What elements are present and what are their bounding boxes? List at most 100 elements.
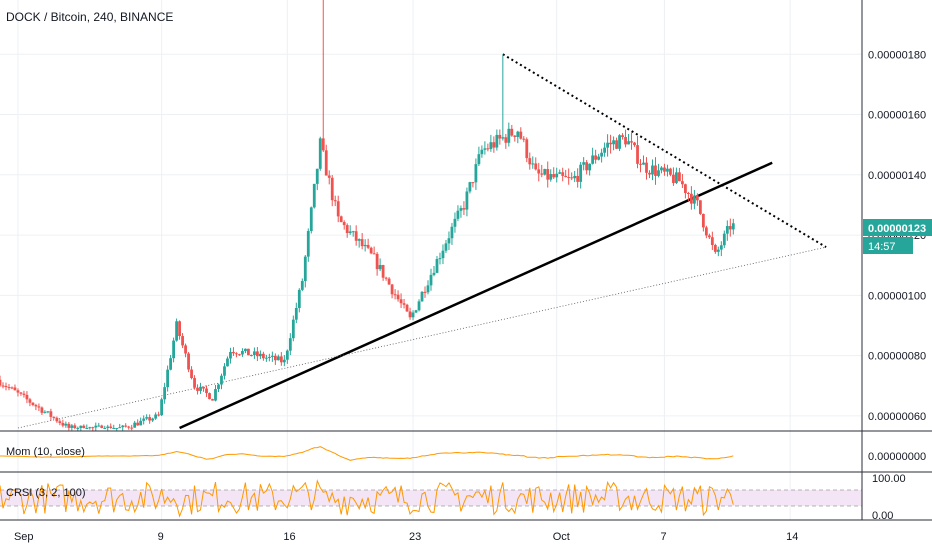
candle [193, 375, 196, 390]
candle [546, 161, 550, 188]
candle [267, 353, 271, 362]
candle [88, 426, 92, 430]
candle [698, 200, 702, 215]
candle [630, 132, 633, 150]
candle [148, 414, 152, 424]
candle [67, 422, 71, 431]
candle [615, 137, 618, 150]
candle [722, 230, 726, 248]
candle [339, 215, 343, 223]
candle [713, 243, 717, 254]
candle [731, 218, 735, 235]
trendline-solid[interactable] [179, 161, 773, 430]
candle [555, 167, 559, 183]
candle [719, 241, 723, 257]
candle [37, 403, 41, 411]
candle [55, 416, 59, 423]
crsi-label[interactable]: CRSI (3, 2, 100) [6, 487, 85, 499]
candle [121, 424, 125, 431]
candle [43, 410, 47, 414]
time-tick-label: Oct [553, 531, 570, 543]
candle [636, 136, 639, 169]
candle [495, 129, 499, 151]
candle [115, 427, 119, 431]
candle [7, 384, 11, 391]
candle [384, 276, 388, 281]
candle [202, 386, 205, 392]
candle [172, 337, 175, 363]
candle [223, 363, 226, 380]
time-tick-label: 23 [409, 531, 421, 543]
candle [348, 225, 352, 235]
candle [19, 392, 23, 396]
candle [196, 384, 199, 395]
trendline-dotted-thin[interactable] [17, 246, 827, 429]
candles [0, 0, 735, 431]
time-tick-label: 14 [786, 531, 798, 543]
candle [684, 183, 687, 199]
candle [312, 183, 316, 209]
candle [1, 382, 5, 389]
candle [264, 354, 268, 362]
candle [354, 225, 358, 246]
candle [621, 133, 624, 140]
candle [582, 157, 586, 171]
candle [405, 303, 409, 312]
crsi-pane [0, 479, 862, 518]
price-tick-label: 0.00000160 [868, 110, 926, 122]
candle [253, 347, 256, 359]
candle [689, 186, 693, 210]
candle [220, 373, 223, 390]
candle [402, 298, 406, 309]
candle [64, 421, 68, 428]
candle [645, 157, 648, 180]
candle [199, 382, 202, 394]
candle [381, 264, 385, 281]
candle [411, 310, 415, 321]
candle [669, 167, 672, 177]
candle [725, 220, 729, 241]
candle [342, 220, 346, 230]
crsi-lower-label: 0.00 [872, 510, 893, 522]
candle [678, 167, 681, 182]
candle [76, 426, 80, 431]
candle [229, 347, 232, 364]
candle [573, 170, 577, 183]
candle [330, 175, 334, 207]
candle [417, 299, 421, 312]
candle [256, 347, 259, 362]
candle [492, 136, 496, 153]
candle [226, 356, 229, 367]
candle [211, 398, 214, 401]
candle [606, 134, 609, 157]
candle [118, 423, 122, 429]
candle [4, 382, 8, 391]
candle [483, 141, 487, 155]
candle [46, 411, 50, 414]
candle [519, 127, 523, 140]
candle [258, 350, 262, 360]
candle [537, 162, 541, 182]
candle [609, 134, 612, 154]
price-tick-label: 0.00000140 [868, 170, 926, 182]
candle [16, 388, 20, 397]
candle [208, 392, 211, 400]
candle [701, 213, 705, 232]
countdown-label: 14:57 [868, 241, 896, 253]
candle [429, 268, 433, 291]
axis-ticks: 0.000001800.000001600.000001400.00000120… [14, 49, 926, 543]
candle [516, 130, 520, 144]
candle [103, 425, 107, 429]
candle [627, 133, 630, 145]
candle [501, 54, 505, 141]
candle [360, 233, 364, 250]
candle [558, 169, 562, 175]
candle [471, 181, 475, 188]
candle [244, 348, 247, 354]
candle [321, 0, 325, 152]
candle [540, 164, 544, 178]
candle [447, 231, 451, 250]
candle [528, 152, 532, 170]
mom-label[interactable]: Mom (10, close) [6, 446, 85, 458]
